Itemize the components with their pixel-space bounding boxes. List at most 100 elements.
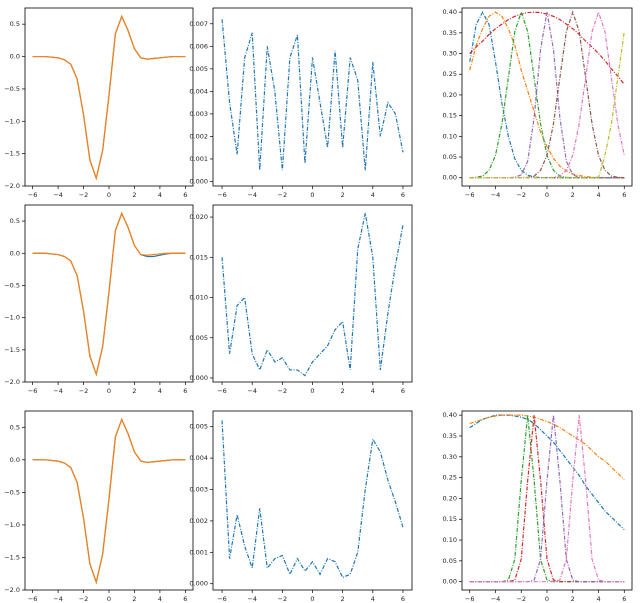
y-tick-label: 0.005 [189,423,208,431]
data-line [32,417,186,585]
axes-frame [212,410,413,591]
axes-frame [461,410,633,591]
y-tick-label: −1.5 [4,150,20,158]
y-tick-label: 0.010 [189,294,208,302]
x-tick-label: 0 [107,387,111,395]
y-tick-label: 0.007 [189,20,208,28]
data-line [32,211,186,377]
y-tick-label: 0.00 [443,174,457,182]
y-tick-label: −2.0 [4,182,20,190]
x-tick-label: 2 [132,191,136,199]
x-tick-label: −4 [247,595,257,603]
data-line [221,212,404,377]
x-tick-label: 4 [371,595,375,603]
x-tick-label: −2 [79,595,89,603]
y-tick-label: 0.10 [443,536,457,544]
y-tick-label: 0.40 [443,411,457,419]
x-tick-label: 0 [310,595,314,603]
y-tick-label: 0.001 [189,155,208,163]
y-tick-label: 0.40 [443,8,457,16]
y-tick-label: 0.015 [189,253,208,261]
y-tick-label: 0.25 [443,70,457,78]
x-tick-label: 0 [310,191,314,199]
x-tick-label: 4 [158,387,162,395]
axes-frame [461,7,633,187]
x-tick-label: 6 [622,595,626,603]
x-tick-label: −2 [516,595,526,603]
y-tick-label: 0.002 [189,132,208,140]
x-tick-label: −4 [491,191,501,199]
x-tick-label: −2 [278,595,288,603]
y-tick-label: 0.20 [443,494,457,502]
data-line [469,10,625,179]
y-tick-label: 0.25 [443,474,457,482]
x-tick-label: 0 [545,191,549,199]
y-tick-label: 0.10 [443,132,457,140]
x-tick-label: 2 [132,387,136,395]
x-tick-label: 2 [341,191,345,199]
x-tick-label: −6 [28,595,38,603]
y-tick-label: 0.35 [443,29,457,37]
x-tick-label: −2 [79,191,89,199]
y-tick-label: 0.0 [10,456,20,464]
x-tick-label: 6 [401,191,405,199]
x-tick-label: 4 [596,191,600,199]
x-tick-label: −6 [217,191,227,199]
x-tick-label: 2 [571,191,575,199]
x-tick-label: −6 [217,595,227,603]
y-tick-label: 0.0 [10,249,20,257]
x-tick-label: −4 [247,191,257,199]
axes-frame [212,7,413,187]
y-tick-label: 0.000 [189,580,208,588]
x-tick-label: −2 [278,191,288,199]
axes-frame [24,410,194,591]
y-tick-label: −0.5 [4,488,20,496]
data-line [221,420,404,579]
y-tick-label: 0.20 [443,91,457,99]
y-tick-label: 0.000 [189,374,208,382]
y-tick-label: 0.005 [189,334,208,342]
x-tick-label: −4 [53,191,63,199]
y-tick-label: 0.004 [189,454,208,462]
x-tick-label: 0 [545,595,549,603]
data-line [469,415,625,583]
data-line [32,14,186,181]
y-tick-label: 0.5 [10,423,20,431]
y-tick-label: −0.5 [4,281,20,289]
data-line [469,414,625,531]
x-tick-label: −2 [516,191,526,199]
x-tick-label: −4 [491,595,501,603]
y-tick-label: 0.35 [443,432,457,440]
y-tick-label: 0.5 [10,20,20,28]
x-tick-label: −6 [28,387,38,395]
x-tick-label: 2 [132,595,136,603]
y-tick-label: −0.5 [4,85,20,93]
y-tick-label: −1.0 [4,117,20,125]
x-tick-label: 4 [371,387,375,395]
y-tick-label: 0.006 [189,42,208,50]
y-tick-label: 0.00 [443,578,457,586]
x-tick-label: −4 [53,387,63,395]
x-tick-label: −6 [465,191,475,199]
x-tick-label: 6 [401,595,405,603]
y-tick-label: 0.30 [443,453,457,461]
x-tick-label: 0 [107,595,111,603]
x-tick-label: 4 [158,595,162,603]
y-tick-label: 0.0 [10,53,20,61]
x-tick-label: 4 [158,191,162,199]
y-tick-label: 0.30 [443,50,457,58]
data-line [221,19,404,171]
x-tick-label: −2 [278,387,288,395]
y-tick-label: 0.004 [189,87,208,95]
x-tick-label: 2 [341,595,345,603]
data-line [469,415,625,583]
y-tick-label: 0.003 [189,110,208,118]
x-tick-label: −6 [28,191,38,199]
x-tick-label: 6 [622,191,626,199]
x-tick-label: 2 [341,387,345,395]
data-line [469,414,625,481]
y-tick-label: 0.001 [189,548,208,556]
axes-frame [212,204,413,383]
y-tick-label: 0.002 [189,517,208,525]
y-tick-label: 0.005 [189,65,208,73]
